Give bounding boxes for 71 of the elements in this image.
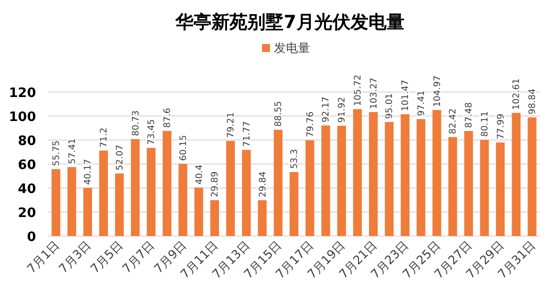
bar	[52, 169, 60, 236]
data-label: 87.6	[163, 108, 174, 128]
data-label: 80.11	[480, 111, 490, 137]
bar	[306, 140, 314, 236]
bar	[353, 109, 362, 236]
data-label: 98.84	[528, 88, 538, 114]
data-label: 87.48	[464, 102, 475, 128]
bar	[258, 200, 267, 236]
bar	[290, 172, 298, 236]
data-label: 104.97	[432, 76, 443, 108]
data-label: 57.41	[68, 138, 78, 164]
data-label: 82.42	[448, 108, 459, 134]
bar	[83, 188, 92, 236]
bar	[99, 150, 108, 236]
bar	[368, 112, 378, 236]
bar	[480, 140, 489, 236]
data-label: 40.17	[84, 159, 94, 185]
data-label: 60.15	[178, 135, 189, 161]
bar	[384, 122, 394, 236]
y-tick-label: 120	[8, 86, 36, 101]
bar	[67, 167, 76, 236]
bar	[400, 114, 410, 236]
data-label: 97.41	[416, 90, 427, 116]
bar	[194, 188, 204, 236]
bar	[528, 117, 536, 236]
bar	[178, 164, 188, 236]
data-label: 77.99	[496, 113, 506, 140]
y-tick-label: 100	[8, 110, 36, 125]
data-label: 40.4	[194, 164, 205, 185]
y-tick-label: 20	[18, 206, 36, 221]
bar	[162, 130, 172, 236]
y-tick-label: 80	[18, 134, 36, 149]
data-label: 102.61	[512, 78, 522, 110]
data-label: 92.17	[322, 96, 332, 122]
data-label: 103.27	[369, 78, 380, 110]
data-label: 101.47	[401, 80, 412, 112]
legend-label: 发电量	[274, 41, 310, 55]
data-label: 88.55	[274, 100, 284, 127]
data-label: 73.45	[147, 119, 158, 145]
y-tick-label: 60	[18, 158, 36, 173]
y-tick-label: 0	[26, 230, 36, 245]
data-label: 71.2	[100, 128, 110, 148]
bar	[464, 131, 473, 236]
y-tick-label: 40	[18, 182, 36, 197]
chart-title: 华亭新苑别墅7月光伏发电量	[174, 12, 404, 33]
data-label: 71.77	[242, 121, 252, 147]
data-label: 29.89	[210, 171, 221, 198]
bar	[448, 137, 458, 236]
data-label: 80.73	[131, 110, 142, 136]
bar	[432, 110, 442, 236]
data-label: 79.76	[306, 111, 316, 138]
bar	[337, 126, 346, 236]
bar	[512, 112, 521, 236]
bar	[321, 125, 330, 236]
bar	[210, 200, 220, 236]
data-label: 91.92	[338, 96, 348, 123]
bar	[130, 139, 140, 236]
bar	[274, 130, 282, 236]
bar	[496, 142, 505, 236]
bar	[416, 119, 426, 236]
data-label: 29.84	[258, 171, 268, 198]
bar	[242, 150, 251, 236]
data-label: 79.21	[226, 112, 237, 138]
data-label: 55.75	[52, 140, 62, 166]
data-label: 52.07	[115, 144, 126, 171]
data-label: 53.3	[290, 148, 300, 170]
data-label: 105.72	[353, 74, 364, 106]
bar	[146, 148, 156, 236]
bar	[226, 140, 235, 236]
data-label: 95.01	[385, 93, 396, 119]
bar	[115, 174, 124, 236]
